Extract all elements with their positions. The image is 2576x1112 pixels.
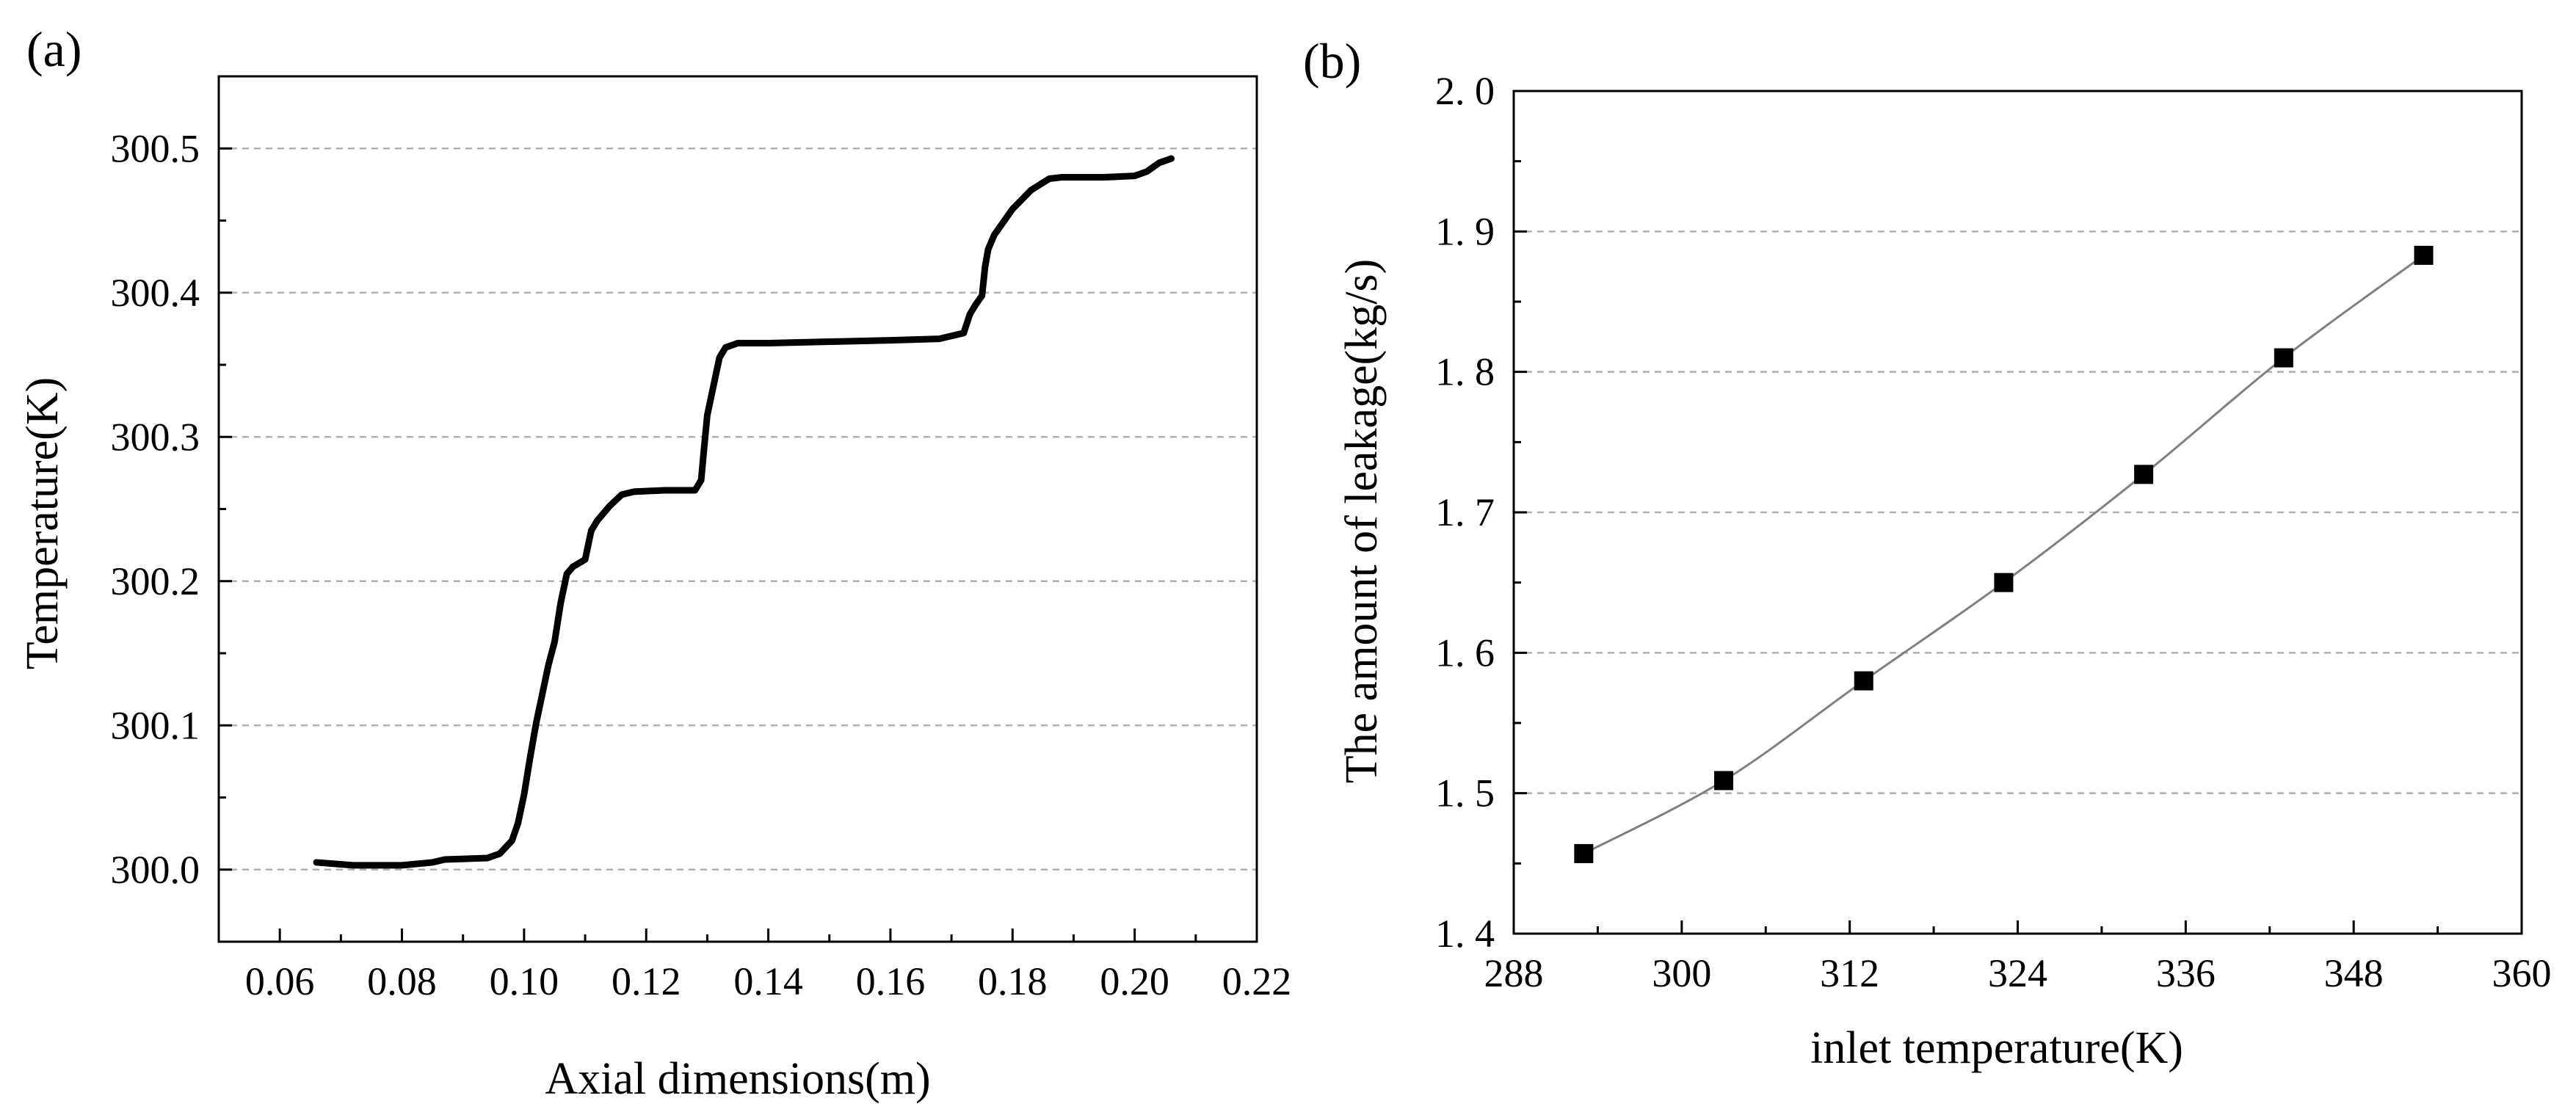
panel-a-x-tick-label: 0.20 [1100, 959, 1169, 1003]
panel-a-y-tick-label: 300.2 [111, 559, 200, 603]
panel-a-series-line [313, 155, 1175, 869]
panel-a-x-tick-label: 0.22 [1222, 959, 1292, 1003]
panel-a-x-tick-label: 0.06 [245, 959, 315, 1003]
panel-b-ticks [1512, 90, 2523, 935]
panel-a-y-tick-label: 300.0 [111, 848, 200, 892]
panel-a-x-tick-label: 0.16 [856, 959, 926, 1003]
panel-b-data-point [2134, 465, 2154, 484]
panel-b-data-point [1574, 843, 1594, 863]
panel-a-label: (a) [26, 21, 81, 77]
panel-b-data-point [2414, 245, 2434, 265]
panel-b-y-tick-label: 1. 5 [1435, 771, 1495, 815]
panel-a-y-tick-label: 300.1 [111, 703, 200, 747]
panel-b-y-tick-label: 1. 8 [1435, 350, 1495, 394]
panel-b-y-axis-label: The amount of leakage(kg/s) [1337, 259, 1387, 783]
panel-b-y-tick-label: 1. 4 [1435, 912, 1495, 956]
panel-a-plot-frame [217, 75, 1258, 943]
panel-b-x-tick-label: 300 [1652, 951, 1711, 995]
panel-b-x-axis-label: inlet temperature(K) [1810, 1023, 2183, 1073]
panel-a-x-tick-label: 0.10 [490, 959, 559, 1003]
panel-b-y-tick-labels: 1. 4 1. 5 1. 6 1. 7 1. 8 1. 9 2. 0 [1435, 69, 1495, 956]
panel-b-x-tick-label: 336 [2156, 951, 2216, 995]
panel-b-series-line [1582, 254, 2426, 855]
panel-a-y-tick-label: 300.3 [111, 415, 200, 459]
panel-a-ticks [219, 147, 1258, 942]
panel-b-x-tick-label: 360 [2492, 951, 2552, 995]
panel-b-series [1574, 245, 2434, 863]
panel-b-data-point [1994, 573, 2014, 592]
panel-a-x-tick-labels: 0.06 0.08 0.10 0.12 0.14 0.16 0.18 0.20 0.22 [245, 959, 1291, 1003]
panel-a-y-tick-label: 300.5 [111, 126, 200, 170]
panel-a-y-axis-label: Temperature(K) [18, 377, 68, 669]
panel-b-grid [1514, 230, 2522, 794]
panel-b-data-point [1854, 671, 1873, 691]
panel-a-grid [219, 148, 1257, 871]
panel-b-leakage-chart: (b) 288 300 312 324 336 348 360 1. 41. 51. 61.… [1303, 33, 2552, 1073]
panel-a-x-tick-label: 0.14 [733, 959, 803, 1003]
panel-b-y-tick-label: 1. 9 [1435, 209, 1495, 253]
panel-b-plot-frame [1512, 90, 2523, 935]
panel-a-x-tick-label: 0.08 [367, 959, 437, 1003]
panel-b-x-tick-labels: 288 300 312 324 336 348 360 [1484, 951, 2552, 995]
panel-a-x-axis-label: Axial dimensions(m) [545, 1054, 930, 1104]
panel-b-x-tick-label: 324 [1988, 951, 2047, 995]
panel-b-y-tick-label: 2. 0 [1435, 69, 1495, 113]
panel-b-data-point [2274, 348, 2293, 368]
panel-b-x-tick-label: 288 [1484, 951, 1544, 995]
panel-b-x-tick-label: 312 [1820, 951, 1879, 995]
panel-a-x-tick-label: 0.18 [978, 959, 1048, 1003]
panel-a-series [313, 155, 1175, 869]
panel-a-y-tick-labels: 300.0 300.1 300.2 300.3 300.4 300.5 [111, 126, 200, 892]
panel-b-y-tick-label: 1. 6 [1435, 631, 1495, 675]
panel-a-y-tick-label: 300.4 [111, 271, 200, 315]
panel-b-data-point [1714, 771, 1734, 791]
panel-b-label: (b) [1303, 33, 1361, 89]
panel-a-x-tick-label: 0.12 [612, 959, 681, 1003]
panel-b-x-tick-label: 348 [2324, 951, 2384, 995]
panel-a-temperature-chart: (a) 0.06 0.08 0.10 0.12 0.14 0.16 0.18 0.20 0.22… [18, 21, 1291, 1104]
panel-b-y-tick-label: 1. 7 [1435, 490, 1495, 534]
